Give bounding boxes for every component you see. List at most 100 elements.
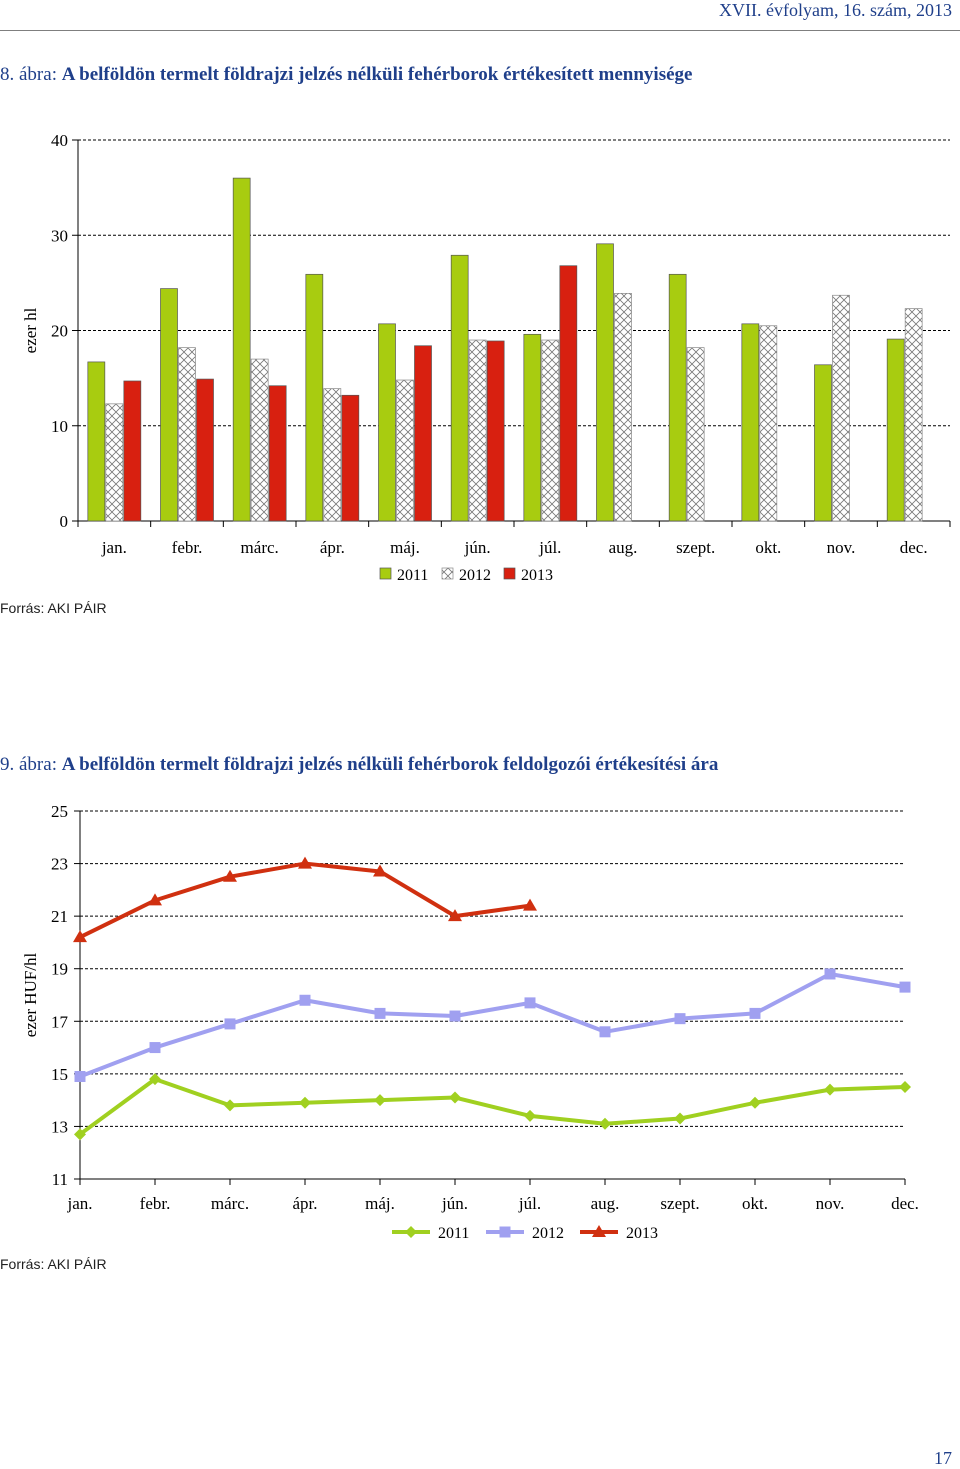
- y-tick-label: 20: [51, 322, 68, 341]
- y-tick-label: 15: [51, 1065, 68, 1084]
- y-tick-label: 23: [51, 855, 68, 874]
- marker-2012: [449, 1010, 461, 1022]
- marker-2011: [674, 1112, 686, 1125]
- figure-8-source: Forrás: AKI PÁIR: [0, 600, 107, 616]
- x-tick-label: máj.: [390, 538, 420, 557]
- figure-9-title: 9. ábra: A belföldön termelt földrajzi j…: [0, 754, 718, 776]
- marker-2013: [148, 893, 162, 906]
- x-tick-label: szept.: [676, 538, 715, 557]
- bar-2011: [232, 177, 251, 522]
- y-tick-label: 10: [51, 417, 68, 436]
- marker-2011: [899, 1081, 911, 1093]
- x-tick-label: dec.: [900, 538, 928, 557]
- legend-label-2013: 2013: [521, 567, 553, 584]
- x-tick-label: nov.: [827, 538, 856, 557]
- marker-2012: [149, 1042, 161, 1054]
- x-tick-label: márc.: [241, 538, 279, 557]
- marker-2012: [224, 1018, 236, 1030]
- figure-8-title-text: A belföldön termelt földrajzi jelzés nél…: [61, 64, 693, 85]
- bar-2013: [268, 385, 287, 522]
- x-tick-label: szept.: [660, 1194, 699, 1213]
- legend-label-2012: 2012: [459, 567, 491, 584]
- figure-8-prefix: 8. ábra:: [0, 64, 57, 85]
- x-tick-label: jan.: [101, 538, 127, 557]
- legend-label-2013: 2013: [626, 1225, 658, 1242]
- marker-2011: [599, 1117, 611, 1130]
- bar-2011: [886, 338, 905, 522]
- marker-2012: [749, 1007, 761, 1019]
- bar-2012: [686, 347, 705, 522]
- x-tick-label: márc.: [211, 1194, 249, 1213]
- legend-marker-2011: [405, 1226, 417, 1238]
- x-tick-label: ápr.: [320, 538, 345, 557]
- bar-2013: [196, 378, 214, 522]
- y-tick-label: 19: [51, 960, 68, 979]
- marker-2011: [149, 1073, 161, 1086]
- series-line-2013: [79, 861, 531, 939]
- page-header: XVII. évfolyam, 16. szám, 2013: [719, 0, 952, 20]
- marker-2011: [224, 1099, 236, 1112]
- bar-2013: [414, 345, 432, 522]
- bar-2012: [396, 379, 414, 522]
- x-tick-label: júl.: [518, 1194, 541, 1213]
- bar-2012: [323, 388, 342, 522]
- marker-2012: [74, 1070, 86, 1082]
- bar-2012: [250, 358, 269, 522]
- marker-2013: [298, 856, 312, 869]
- marker-2013: [223, 869, 237, 882]
- legend-swatch-2011: [379, 567, 392, 580]
- page-number: 17: [934, 1448, 952, 1468]
- marker-2013: [523, 898, 537, 911]
- bar-2011: [596, 243, 614, 522]
- bar-2012: [614, 293, 632, 522]
- bar-2011: [305, 273, 324, 522]
- bar-2011: [741, 323, 760, 522]
- figure-8-title: 8. ábra: A belföldön termelt földrajzi j…: [0, 64, 692, 86]
- bar-2012: [832, 294, 850, 522]
- legend-swatch-2013: [503, 567, 516, 580]
- marker-2011: [749, 1096, 761, 1109]
- x-tick-label: nov.: [816, 1194, 845, 1213]
- marker-2013: [73, 930, 87, 943]
- bar-chart-quantity: 0 10 20 30 40 ezer hl jan. febr. márc. ápr. máj. jú…: [21, 131, 951, 584]
- legend-label-2012: 2012: [532, 1225, 564, 1242]
- marker-2011: [374, 1094, 386, 1107]
- x-tick-label: jún.: [441, 1194, 468, 1213]
- y-tick-label: 21: [51, 907, 68, 926]
- y-tick-label: 13: [51, 1117, 68, 1136]
- x-tick-label: máj.: [365, 1194, 395, 1213]
- x-tick-label: febr.: [140, 1194, 171, 1213]
- bar-2011: [450, 254, 469, 522]
- marker-2011: [74, 1128, 86, 1141]
- marker-2012: [599, 1026, 611, 1038]
- y-axis-label: ezer HUF/hl: [21, 952, 40, 1037]
- marker-2011: [449, 1091, 461, 1104]
- bar-2012: [178, 347, 196, 522]
- y-tick-label: 0: [60, 512, 69, 531]
- marker-2012: [824, 968, 836, 980]
- bar-2013: [486, 340, 505, 522]
- y-axis-label: ezer hl: [21, 307, 40, 353]
- bar-2012: [759, 325, 778, 522]
- header-rule: [0, 30, 960, 31]
- x-tick-label: ápr.: [292, 1194, 317, 1213]
- legend-swatch-2012: [441, 567, 454, 580]
- marker-2011: [824, 1083, 836, 1096]
- y-tick-label: 25: [51, 802, 68, 821]
- x-tick-label: okt.: [755, 538, 781, 557]
- y-tick-label: 17: [51, 1012, 69, 1031]
- marker-2012: [674, 1013, 686, 1025]
- bar-2012: [904, 308, 923, 522]
- figure-9-source: Forrás: AKI PÁIR: [0, 1256, 107, 1272]
- bar-2011: [814, 364, 832, 522]
- marker-2013: [373, 864, 387, 877]
- bar-2012: [541, 339, 560, 522]
- series-line-2012: [79, 971, 906, 1079]
- marker-2013: [448, 909, 462, 922]
- figure-9-title-text: A belföldön termelt földrajzi jelzés nél…: [61, 754, 719, 775]
- marker-2012: [899, 981, 911, 993]
- marker-2011: [524, 1109, 536, 1122]
- legend-label-2011: 2011: [438, 1225, 469, 1242]
- x-tick-label: dec.: [891, 1194, 919, 1213]
- x-tick-label: febr.: [172, 538, 203, 557]
